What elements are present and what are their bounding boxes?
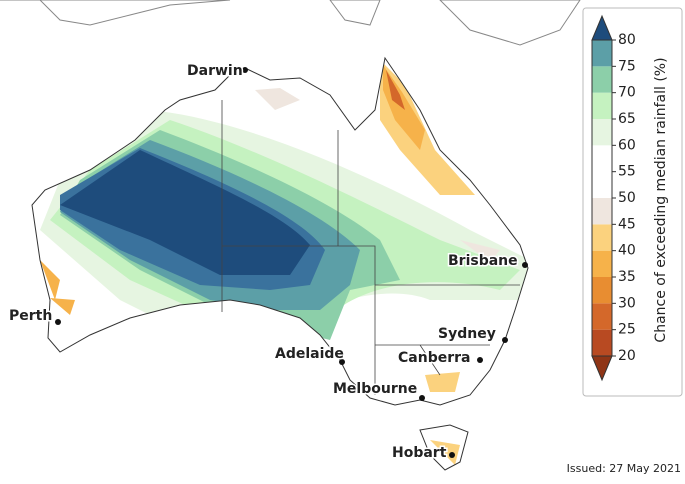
legend-tick-label: 70 [618,85,636,101]
city-dot [242,67,248,73]
legend-bin [592,303,612,330]
neighbor-land [0,0,581,46]
city-dot [449,452,455,458]
legend-tick-label: 25 [618,322,636,338]
state-borders [221,100,520,395]
city-dot [502,337,508,343]
city-label: Hobart [392,445,447,461]
legend-bin [592,277,612,304]
legend-tick-label: 75 [618,58,636,74]
coastline [31,56,529,471]
legend-title: Chance of exceeding median rainfall (%) [653,57,669,342]
legend-tick-label: 60 [618,137,636,153]
city-dot [522,262,528,268]
legend-tick-label: 40 [618,243,636,259]
legend-tick-label: 45 [618,216,636,232]
cities: Darwin Brisbane Perth Sydney Canberra Ad… [8,62,528,463]
legend-bin [592,40,612,67]
city-dot [55,319,61,325]
legend-bin [592,329,612,356]
city-label: Perth [9,308,52,324]
legend-tick-label: 65 [618,111,636,127]
legend-tick-label: 80 [618,32,636,48]
legend-tick-label: 50 [618,190,636,206]
city-label: Sydney [438,326,496,342]
city-dot [477,357,483,363]
legend-tick-label: 20 [618,348,636,364]
city-dot [339,359,345,365]
legend-bin [592,171,612,198]
legend-bin [592,145,612,172]
city-label: Adelaide [275,346,344,362]
legend-bin [592,198,612,225]
city-label: Melbourne [333,381,417,397]
legend-bin [592,66,612,93]
legend-bin [592,250,612,277]
issued-date: Issued: 27 May 2021 [567,462,681,475]
legend-bin [592,119,612,146]
legend-tick-label: 30 [618,295,636,311]
city-dot [419,395,425,401]
city-label: Darwin [187,63,243,79]
legend: 20 25 30 35 40 45 50 55 60 65 70 75 80 [591,14,636,382]
legend-tick-label: 35 [618,269,636,285]
city-label: Brisbane [448,253,518,269]
legend-bin [592,224,612,251]
legend-tick-label: 55 [618,164,636,180]
city-label: Canberra [398,350,470,366]
legend-bin [592,92,612,119]
